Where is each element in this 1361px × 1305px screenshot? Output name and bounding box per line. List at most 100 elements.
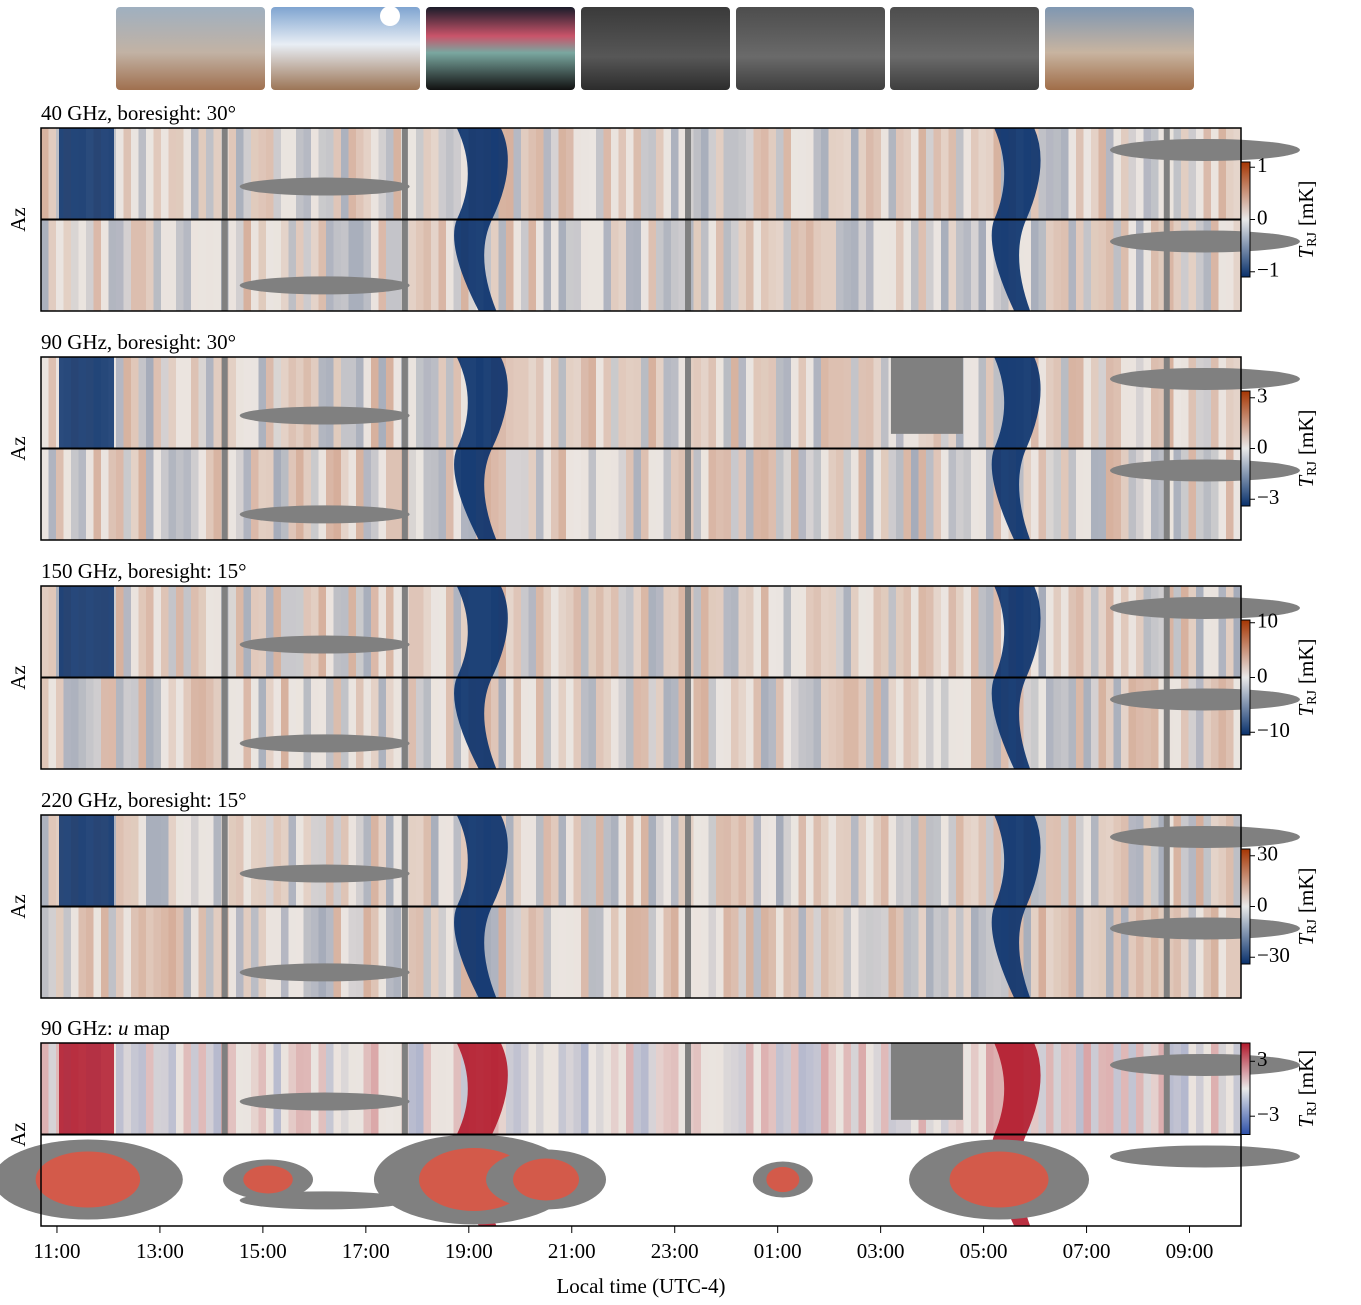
heatmap-texture (431, 448, 439, 540)
heatmap-texture (296, 128, 304, 220)
heatmap-texture (1121, 906, 1129, 998)
heatmap-texture (341, 677, 349, 769)
colorbar-label: TRJ [mK] (1294, 1050, 1320, 1128)
title-suffix: map (129, 1016, 170, 1040)
heatmap-texture (1203, 219, 1211, 311)
heatmap-texture (596, 586, 604, 678)
heatmap-texture (933, 906, 941, 998)
heatmap-texture (176, 815, 184, 907)
heatmap-texture (438, 357, 446, 449)
heatmap-texture (851, 677, 859, 769)
heatmap-texture (131, 357, 139, 449)
heatmap-texture (641, 1043, 649, 1135)
heatmap-texture (416, 586, 424, 678)
heatmap-texture (941, 906, 949, 998)
heatmap-texture (71, 448, 79, 540)
heatmap-texture (581, 128, 589, 220)
heatmap-texture (116, 586, 124, 678)
heatmap-texture (746, 1043, 754, 1135)
heatmap-texture (296, 906, 304, 998)
heatmap-texture (198, 586, 206, 678)
heatmap-texture (213, 448, 221, 540)
heatmap-texture (453, 586, 461, 678)
heatmap-texture (618, 128, 626, 220)
heatmap-texture (1076, 357, 1084, 449)
heatmap-texture (671, 448, 679, 540)
heatmap-texture (993, 357, 1001, 449)
heatmap-texture (573, 448, 581, 540)
heatmap-texture (191, 357, 199, 449)
heatmap-texture (1233, 677, 1241, 769)
heatmap-texture (678, 448, 686, 540)
heatmap-texture (633, 1043, 641, 1135)
heatmap-texture (161, 448, 169, 540)
heatmap-texture (941, 448, 949, 540)
heatmap-texture (296, 357, 304, 449)
moon-mask (1109, 825, 1300, 848)
heatmap-texture (798, 906, 806, 998)
heatmap-texture (491, 677, 499, 769)
heatmap-texture (356, 219, 364, 311)
heatmap-texture (693, 357, 701, 449)
heatmap-texture (1023, 677, 1031, 769)
heatmap-texture (836, 448, 844, 540)
heatmap-texture (941, 815, 949, 907)
heatmap-texture (798, 128, 806, 220)
heatmap-texture (671, 1043, 679, 1135)
heatmap-texture (858, 357, 866, 449)
heatmap-texture (153, 219, 161, 311)
heatmap-texture (1113, 815, 1121, 907)
heatmap-texture (806, 677, 814, 769)
heatmap-texture (1061, 448, 1069, 540)
heatmap-texture (1091, 815, 1099, 907)
heatmap-texture (648, 219, 656, 311)
heatmap-texture (836, 357, 844, 449)
heatmap-texture (63, 219, 71, 311)
heatmap-texture (1046, 128, 1054, 220)
heatmap-texture (641, 586, 649, 678)
heatmap-texture (873, 906, 881, 998)
heatmap-texture (573, 219, 581, 311)
heatmap-texture (371, 586, 379, 678)
heatmap-texture (251, 815, 259, 907)
heatmap-texture (408, 906, 416, 998)
heatmap-texture (1038, 815, 1046, 907)
heatmap-texture (281, 586, 289, 678)
heatmap-texture (761, 677, 769, 769)
heatmap-texture (168, 357, 176, 449)
heatmap-texture (581, 815, 589, 907)
heatmap-texture (1196, 677, 1204, 769)
heatmap-texture (41, 586, 49, 678)
heatmap-texture (1151, 128, 1159, 220)
heatmap-texture (761, 1043, 769, 1135)
heatmap-texture (918, 219, 926, 311)
heatmap-texture (543, 357, 551, 449)
heatmap-texture (663, 906, 671, 998)
heatmap-texture (333, 128, 341, 220)
heatmap-texture (1196, 586, 1204, 678)
heatmap-texture (1143, 219, 1151, 311)
heatmap-texture (513, 357, 521, 449)
heatmap-texture (281, 906, 289, 998)
heatmap-texture (558, 219, 566, 311)
heatmap-texture (371, 906, 379, 998)
heatmap-texture (393, 586, 401, 678)
sun-mask (239, 734, 410, 753)
heatmap-texture (431, 219, 439, 311)
heatmap-texture (911, 677, 919, 769)
heatmap-texture (716, 219, 724, 311)
heatmap-texture (588, 815, 596, 907)
heatmap-texture (911, 815, 919, 907)
heatmap-texture (198, 815, 206, 907)
heatmap-texture (566, 128, 574, 220)
heatmap-texture (866, 677, 874, 769)
heatmap-texture (123, 815, 131, 907)
heatmap-texture (971, 586, 979, 678)
heatmap-texture (176, 219, 184, 311)
heatmap-texture (1053, 448, 1061, 540)
sky-photo (271, 7, 420, 90)
heatmap-texture (558, 586, 566, 678)
heatmap-texture (1188, 906, 1196, 998)
heatmap-texture (1016, 906, 1024, 998)
heatmap-texture (356, 906, 364, 998)
